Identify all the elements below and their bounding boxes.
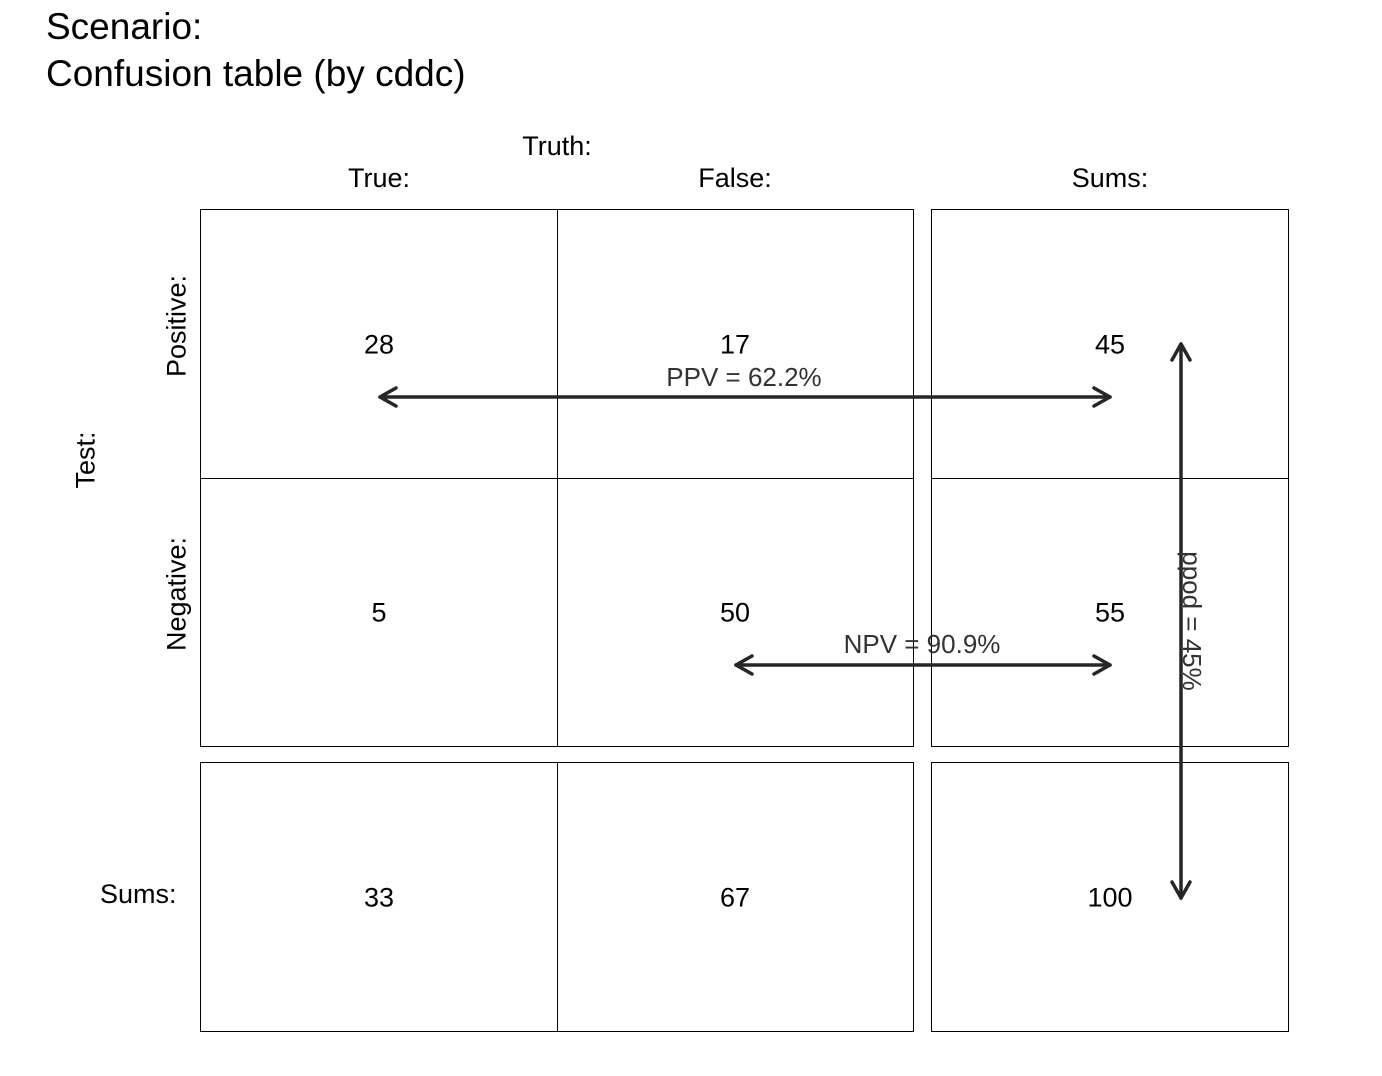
npv-arrow: [734, 654, 1112, 676]
ppv-arrow: [378, 386, 1112, 408]
ppod-arrow: [1170, 342, 1192, 900]
row-header-sums: Sums:: [100, 879, 177, 909]
ppv-label: PPV = 62.2%: [666, 362, 821, 392]
column-header-true: True:: [347, 163, 411, 193]
cell-positive-sum: 45: [1094, 329, 1126, 360]
row-sums-divider: [931, 478, 1289, 479]
main-grid-divider-horizontal: [200, 478, 914, 479]
truth-header: Truth:: [522, 131, 592, 161]
column-header-sums: Sums:: [1071, 163, 1149, 193]
ppod-label: ppod = 45%: [1177, 551, 1207, 691]
cell-true-negative: 50: [719, 597, 751, 628]
cell-false-positive: 17: [719, 329, 751, 360]
confusion-table-title: Confusion table (by cddc): [46, 53, 466, 94]
total-box: [931, 762, 1289, 1032]
npv-label: NPV = 90.9%: [844, 629, 1001, 659]
cell-false-negative: 5: [371, 597, 387, 628]
scenario-title: Scenario:: [46, 6, 203, 47]
cell-negative-sum: 55: [1094, 597, 1126, 628]
cell-true-positive: 28: [363, 329, 395, 360]
cell-truth-false-sum: 67: [719, 882, 751, 913]
column-sums-divider: [557, 762, 558, 1032]
cell-total: 100: [1087, 882, 1133, 913]
cell-truth-true-sum: 33: [363, 882, 395, 913]
column-header-false: False:: [698, 163, 772, 193]
